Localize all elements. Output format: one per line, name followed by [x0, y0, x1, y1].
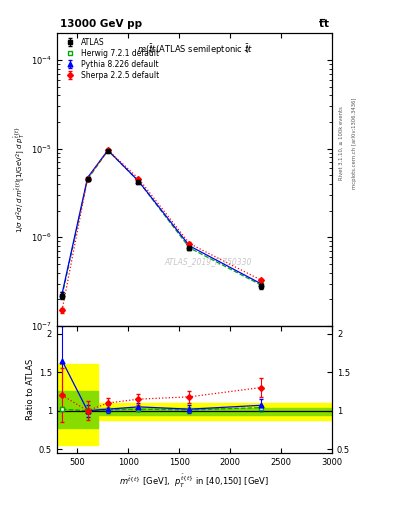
Bar	[98, 408, 332, 415]
Legend: ATLAS, Herwig 7.2.1 default, Pythia 8.226 default, Sherpa 2.2.5 default: ATLAS, Herwig 7.2.1 default, Pythia 8.22…	[60, 36, 161, 81]
X-axis label: $m^{\bar{t}\{t\}}$ [GeV],  $p_T^{\bar{t}\{t\}}$ in [40,150] [GeV]: $m^{\bar{t}\{t\}}$ [GeV], $p_T^{\bar{t}\…	[119, 473, 270, 490]
Y-axis label: $1/\sigma\;d^2\sigma\,/\,d\,m^{\bar{t}\{t\}}\![1/\mathrm{GeV}^2]\;d\;p_T^{\bar{t: $1/\sigma\;d^2\sigma\,/\,d\,m^{\bar{t}\{…	[12, 126, 27, 233]
Text: ATLAS_2019_I1750330: ATLAS_2019_I1750330	[165, 257, 252, 266]
Text: t̅t: t̅t	[320, 19, 329, 29]
Text: Rivet 3.1.10, ≥ 100k events: Rivet 3.1.10, ≥ 100k events	[339, 106, 344, 180]
Bar	[57, 365, 98, 445]
Bar	[98, 403, 332, 420]
Text: mcplots.cern.ch [arXiv:1306.3436]: mcplots.cern.ch [arXiv:1306.3436]	[352, 98, 357, 189]
Bar	[57, 392, 98, 428]
Y-axis label: Ratio to ATLAS: Ratio to ATLAS	[26, 359, 35, 420]
Text: 13000 GeV pp: 13000 GeV pp	[60, 19, 142, 29]
Text: $m(\bar{t}t\!\!\!\!\bar{})$ (ATLAS semileptonic $\bar{t}t\!\!\!\!\bar{}$): $m(\bar{t}t\!\!\!\!\bar{})$ (ATLAS semil…	[137, 42, 252, 57]
